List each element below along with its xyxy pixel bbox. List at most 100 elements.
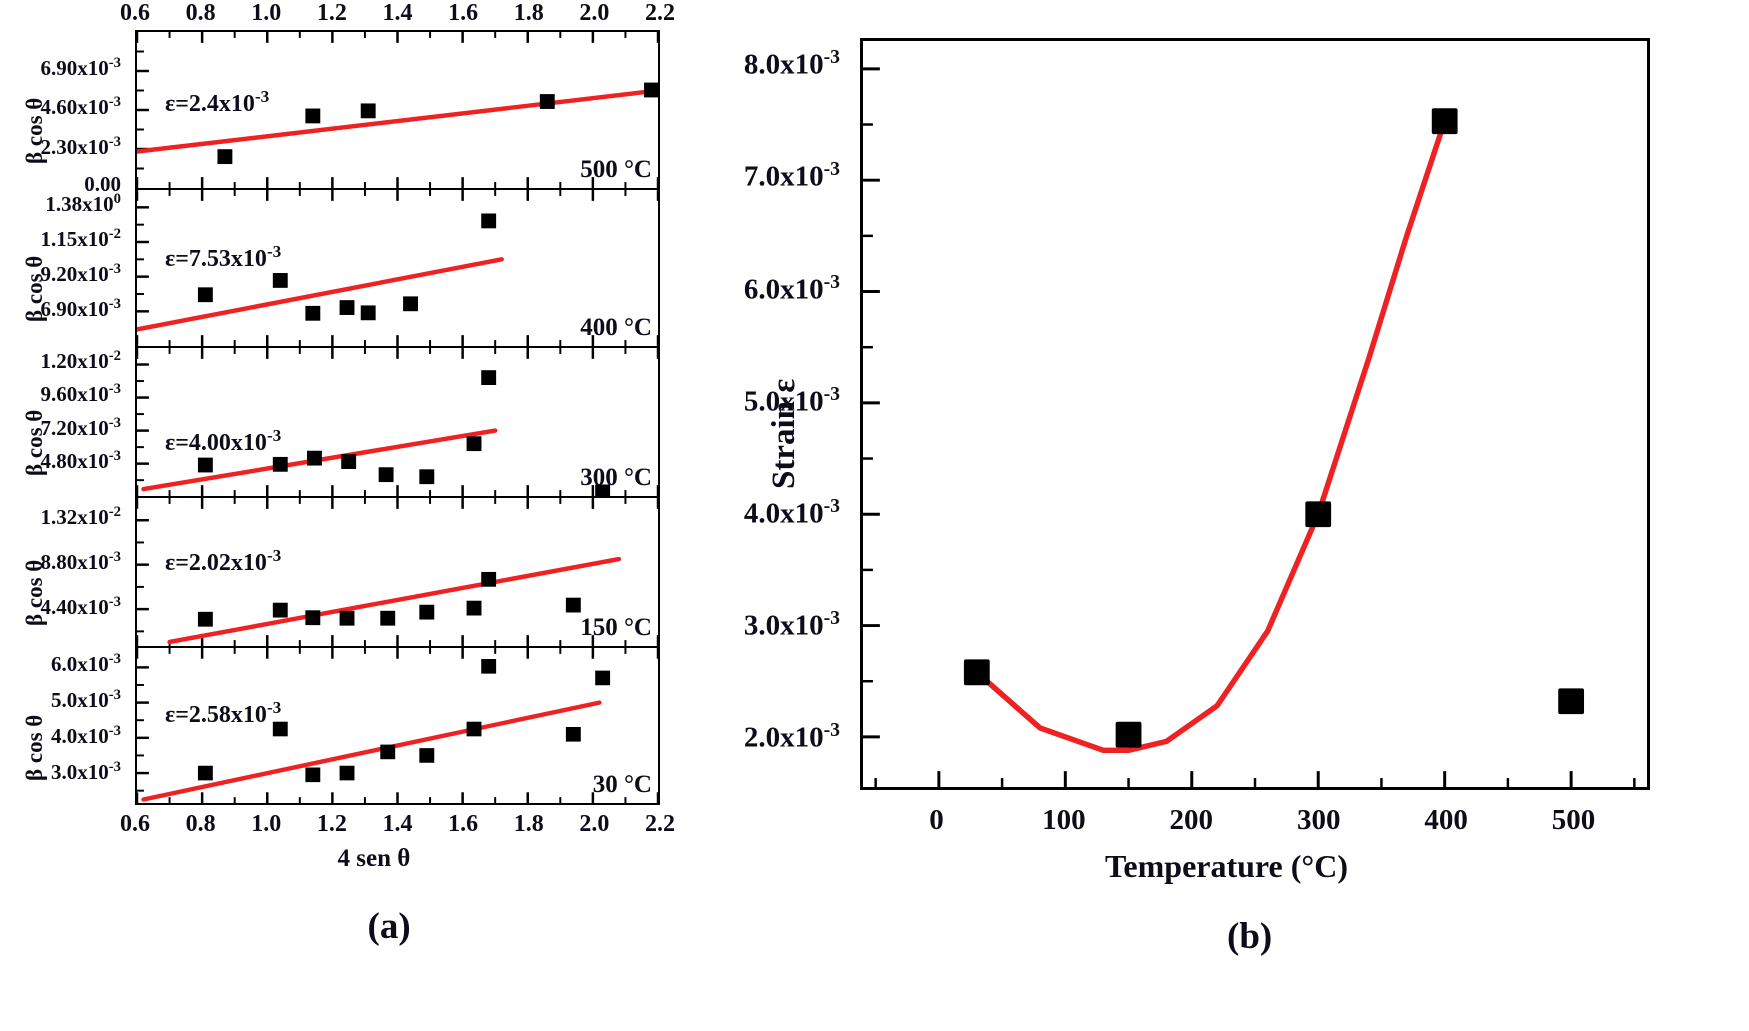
data-point-marker — [339, 765, 355, 781]
y-axis-tick-mantissa: 1.20x10 — [40, 348, 109, 373]
x-axis-tick-label: 200 — [1169, 804, 1214, 836]
data-point-marker — [272, 273, 288, 288]
y-axis-tick-label: 6.0x10-3 — [700, 271, 840, 307]
data-point-marker — [197, 287, 213, 303]
data-point-marker — [197, 611, 213, 627]
data-point-marker — [272, 602, 288, 618]
y-axis-tick-mantissa: 5.0x10 — [51, 688, 109, 712]
y-axis-tick-exponent: -3 — [823, 495, 840, 517]
data-point-marker — [419, 469, 435, 485]
strain-annotation-exponent: -3 — [266, 546, 282, 565]
y-axis-tick-exponent: -3 — [823, 270, 840, 293]
data-point-marker — [272, 456, 288, 472]
strain-annotation-base: ε=7.53x10 — [165, 246, 267, 272]
y-axis-tick-mantissa: 4.40x10 — [40, 594, 109, 619]
y-axis-tick-mantissa: 1.32x10 — [40, 504, 109, 529]
x-axis-tick-label-top: 1.2 — [316, 0, 347, 26]
data-point-marker — [1115, 721, 1142, 748]
strain-annotation: ε=2.58x10-3 — [165, 698, 281, 729]
data-point-marker — [466, 721, 482, 737]
y-axis-tick-label: 5.0x10-3 — [0, 687, 121, 713]
x-axis-tick-label-bottom: 1.0 — [251, 811, 282, 837]
data-point-marker — [481, 370, 497, 385]
y-axis-tick-exponent: -3 — [823, 158, 840, 181]
data-point-marker — [466, 436, 482, 452]
y-axis-tick-exponent: -3 — [108, 593, 121, 610]
data-point-marker — [341, 454, 357, 469]
y-axis-tick-exponent: -3 — [108, 295, 121, 312]
y-axis-tick-mantissa: 8.80x10 — [40, 549, 109, 574]
data-point-marker — [360, 305, 376, 321]
data-point-marker — [481, 659, 497, 674]
y-axis-tick-mantissa: 3.0x10 — [743, 609, 824, 642]
data-point-marker — [305, 305, 321, 321]
panel-a-williamson-hall: 500 °C ε=2.4x10-3 400 °C ε=7.53x10-3 300 °C ε… — [0, 0, 700, 1031]
x-axis-tick-label: 100 — [1042, 804, 1086, 836]
temperature-label: 500 °C — [580, 156, 652, 183]
y-axis-tick-label: 4.60x10-3 — [0, 94, 122, 120]
y-axis-tick-mantissa: 4.0x10 — [51, 724, 109, 749]
y-axis-tick-label: 4.80x10-3 — [0, 448, 122, 474]
y-axis-tick-mantissa: 7.20x10 — [40, 415, 109, 440]
y-axis-tick-exponent: -3 — [823, 607, 840, 630]
subpanel-plot — [137, 348, 658, 496]
data-point-marker — [305, 610, 321, 626]
data-point-marker — [595, 484, 611, 496]
y-axis-tick-label: 3.0x10-3 — [700, 607, 840, 643]
x-axis-tick-label-bottom: 1.2 — [316, 811, 347, 837]
x-axis-tick-label-bottom: 2.0 — [579, 811, 610, 837]
y-axis-tick-label: 1.32x10-2 — [0, 504, 122, 530]
data-point-marker — [481, 213, 497, 229]
data-point-marker — [565, 726, 581, 742]
y-axis-tick-label: 9.60x10-3 — [0, 381, 122, 407]
y-axis-tick-mantissa: 6.0x10 — [51, 651, 109, 676]
subpanel-400c: 400 °C ε=7.53x10-3 — [135, 188, 660, 346]
data-point-marker — [403, 296, 418, 312]
strain-annotation-base: ε=2.4x10 — [165, 91, 255, 117]
x-axis-title: 4 sen θ — [337, 845, 411, 872]
data-point-marker — [539, 94, 555, 109]
x-axis-tick-label-bottom: 0.6 — [120, 811, 150, 837]
y-axis-tick-exponent: -3 — [108, 723, 121, 740]
x-axis-tick-label-top: 0.8 — [185, 0, 216, 26]
y-axis-tick-label: 2.30x10-3 — [0, 133, 122, 160]
subpanel-300c: 300 °C ε=4.00x10-3 — [135, 346, 660, 496]
y-axis-tick-mantissa: 8.0x10 — [743, 48, 824, 81]
subpanel-30c: 30 °C ε=2.58x10-3 — [135, 646, 660, 805]
data-point-marker — [217, 149, 233, 165]
y-axis-tick-exponent: -3 — [108, 54, 121, 71]
y-axis-title: β cos θ — [22, 97, 47, 164]
y-axis-tick-mantissa: 7.0x10 — [743, 160, 824, 193]
y-axis-tick-exponent: -3 — [823, 382, 840, 405]
plot-frame — [860, 38, 1650, 790]
temperature-label: 300 °C — [580, 464, 652, 491]
data-point-marker — [305, 108, 321, 124]
y-axis-tick-mantissa: 4.60x10 — [40, 95, 109, 119]
data-point-marker — [1305, 501, 1332, 528]
data-point-marker — [307, 450, 322, 466]
data-point-marker — [565, 597, 581, 613]
data-point-marker — [197, 457, 213, 473]
y-axis-tick-exponent: -3 — [108, 650, 121, 667]
y-axis-zero-label: 0.00 — [84, 172, 121, 196]
y-axis-tick-mantissa: 6.90x10 — [40, 296, 109, 321]
y-axis-title: β cos θ — [22, 559, 47, 626]
y-axis-tick-label: 8.0x10-3 — [700, 46, 840, 82]
data-point-marker — [419, 604, 435, 620]
y-axis-tick-mantissa: 4.80x10 — [40, 449, 109, 474]
data-point-marker — [339, 610, 355, 626]
y-axis-tick-mantissa: 9.60x10 — [40, 382, 109, 407]
data-point-marker — [380, 744, 396, 760]
temperature-label: 150 °C — [580, 614, 652, 641]
data-point-marker — [595, 670, 611, 686]
y-axis-tick-exponent: -2 — [108, 347, 121, 364]
subpanel-500c: 500 °C ε=2.4x10-3 — [135, 30, 660, 188]
y-axis-tick-label: 8.80x10-3 — [0, 549, 122, 575]
y-axis-tick-label: 9.20x10-3 — [0, 261, 122, 287]
x-axis-tick-label-bottom: 1.6 — [448, 811, 479, 837]
y-axis-tick-exponent: -3 — [108, 133, 121, 150]
y-axis-tick-label: 6.0x10-3 — [0, 651, 121, 677]
y-axis-tick-mantissa: 3.0x10 — [51, 760, 109, 785]
fit-curve — [974, 118, 1448, 754]
